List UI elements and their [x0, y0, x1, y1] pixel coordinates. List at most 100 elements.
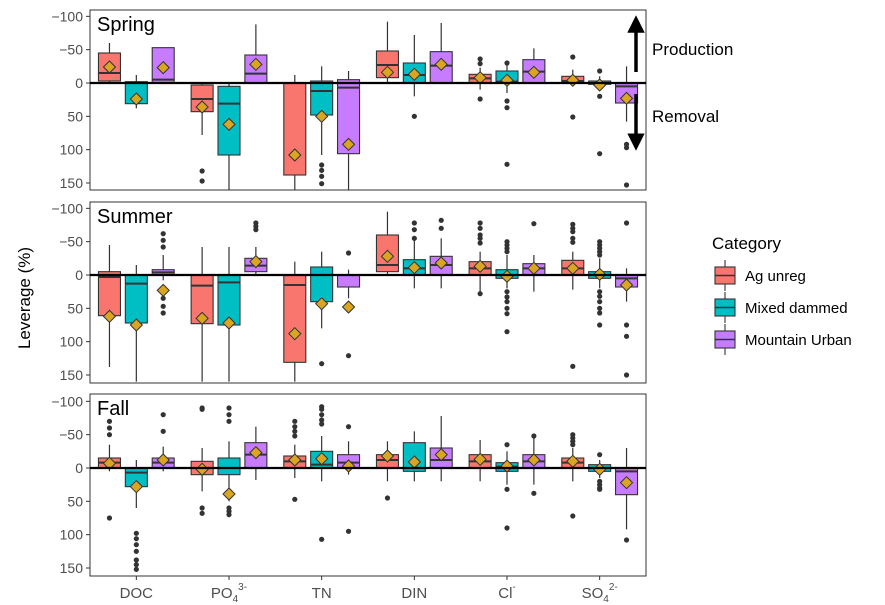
mean-marker [314, 451, 329, 466]
outlier-point [504, 311, 510, 317]
outlier-point [160, 428, 166, 434]
y-tick-label: 0 [75, 75, 83, 91]
outlier-point [597, 310, 603, 316]
outlier-point [292, 428, 298, 434]
outlier-point [623, 145, 630, 151]
outlier-point [411, 227, 417, 233]
box-cl-mountain-urban [522, 221, 546, 292]
box-tn-mountain-urban [336, 70, 361, 190]
outlier-point [226, 512, 232, 518]
mean-marker [156, 283, 170, 298]
outlier-point [319, 412, 325, 418]
outlier-point [597, 93, 603, 99]
mean-marker [473, 452, 487, 467]
outlier-point [319, 361, 325, 367]
outlier-point [384, 495, 391, 501]
box-so-ag-unreg [561, 54, 585, 120]
outlier-point [623, 537, 630, 543]
outlier-point [160, 295, 166, 301]
outlier-point [570, 513, 576, 519]
outlier-point [504, 299, 510, 305]
box-tn-ag-unreg [283, 418, 307, 502]
box-din-ag-unreg [375, 211, 400, 275]
outlier-point [477, 240, 483, 246]
outlier-point [411, 220, 417, 226]
box-doc-mountain-urban [151, 412, 175, 472]
box-doc-ag-unreg [97, 244, 122, 368]
outlier-point [438, 225, 444, 231]
box-din-mountain-urban [429, 22, 453, 84]
box-tn-mountain-urban [336, 250, 361, 359]
outlier-point [226, 405, 232, 411]
legend-item-ag-unreg: Ag unreg [714, 260, 806, 291]
outlier-point [504, 525, 510, 531]
mean-marker [434, 57, 448, 72]
outlier-point [504, 289, 510, 295]
box-cl-mixed-dammed [495, 442, 519, 531]
legend-title: Category [712, 234, 781, 253]
outlier-point [623, 372, 630, 378]
box-doc-mixed-dammed [124, 264, 148, 382]
box [124, 274, 148, 324]
box [310, 266, 334, 303]
outlier-point [597, 68, 603, 74]
outlier-point [504, 442, 510, 448]
outlier-point [319, 173, 325, 179]
box-po-mixed-dammed [217, 246, 241, 382]
mean-marker [195, 311, 209, 326]
mean-marker [249, 57, 263, 72]
box-po-ag-unreg [190, 246, 214, 382]
box-tn-mountain-urban [336, 424, 361, 534]
outlier-point [133, 536, 139, 542]
y-axis-label: Leverage (%) [15, 247, 34, 349]
outlier-point [133, 530, 139, 536]
outlier-point [160, 244, 166, 250]
box-tn-mixed-dammed [310, 404, 334, 542]
y-tick-label: 150 [60, 367, 84, 383]
x-tick-label: DOC [120, 585, 154, 602]
y-tick-label: −100 [51, 393, 83, 409]
outlier-point [504, 60, 510, 66]
outlier-point [133, 557, 139, 563]
outlier-point [106, 418, 113, 424]
panel-frame [89, 393, 647, 577]
outlier-point [597, 293, 603, 299]
box-din-ag-unreg [375, 441, 400, 501]
mean-marker [380, 249, 395, 264]
box-tn-mixed-dammed [310, 66, 334, 187]
box-so-mountain-urban [614, 66, 639, 188]
outlier-point [477, 220, 483, 226]
box-din-mountain-urban [429, 217, 453, 289]
outlier-point [226, 412, 232, 418]
outlier-point [345, 353, 352, 359]
box-doc-mountain-urban [151, 47, 175, 84]
outlier-point [345, 250, 352, 256]
mean-marker [102, 309, 117, 324]
box [336, 79, 361, 155]
box-tn-mixed-dammed [310, 251, 334, 367]
outlier-point [133, 562, 139, 568]
outlier-point [504, 294, 510, 300]
outlier-point [477, 291, 483, 297]
outlier-point [199, 168, 205, 174]
mean-marker [156, 60, 170, 75]
outlier-point [160, 231, 166, 237]
y-tick-label: 100 [60, 527, 84, 543]
panel-content [97, 21, 639, 190]
outlier-point [319, 167, 325, 173]
y-tick-label: 150 [60, 560, 84, 576]
outlier-point [597, 299, 603, 305]
removal-annotation: Removal [627, 94, 719, 151]
y-tick-label: 0 [75, 267, 83, 283]
season-label: Summer [97, 206, 173, 228]
outlier-point [199, 510, 205, 516]
mean-marker [102, 456, 117, 471]
outlier-point [570, 114, 576, 120]
y-tick-label: 50 [67, 108, 83, 124]
box-cl-mountain-urban [522, 48, 546, 84]
mean-marker [102, 60, 117, 74]
outlier-point [292, 496, 298, 502]
outlier-point [623, 322, 630, 328]
box-po-ag-unreg [190, 405, 214, 516]
